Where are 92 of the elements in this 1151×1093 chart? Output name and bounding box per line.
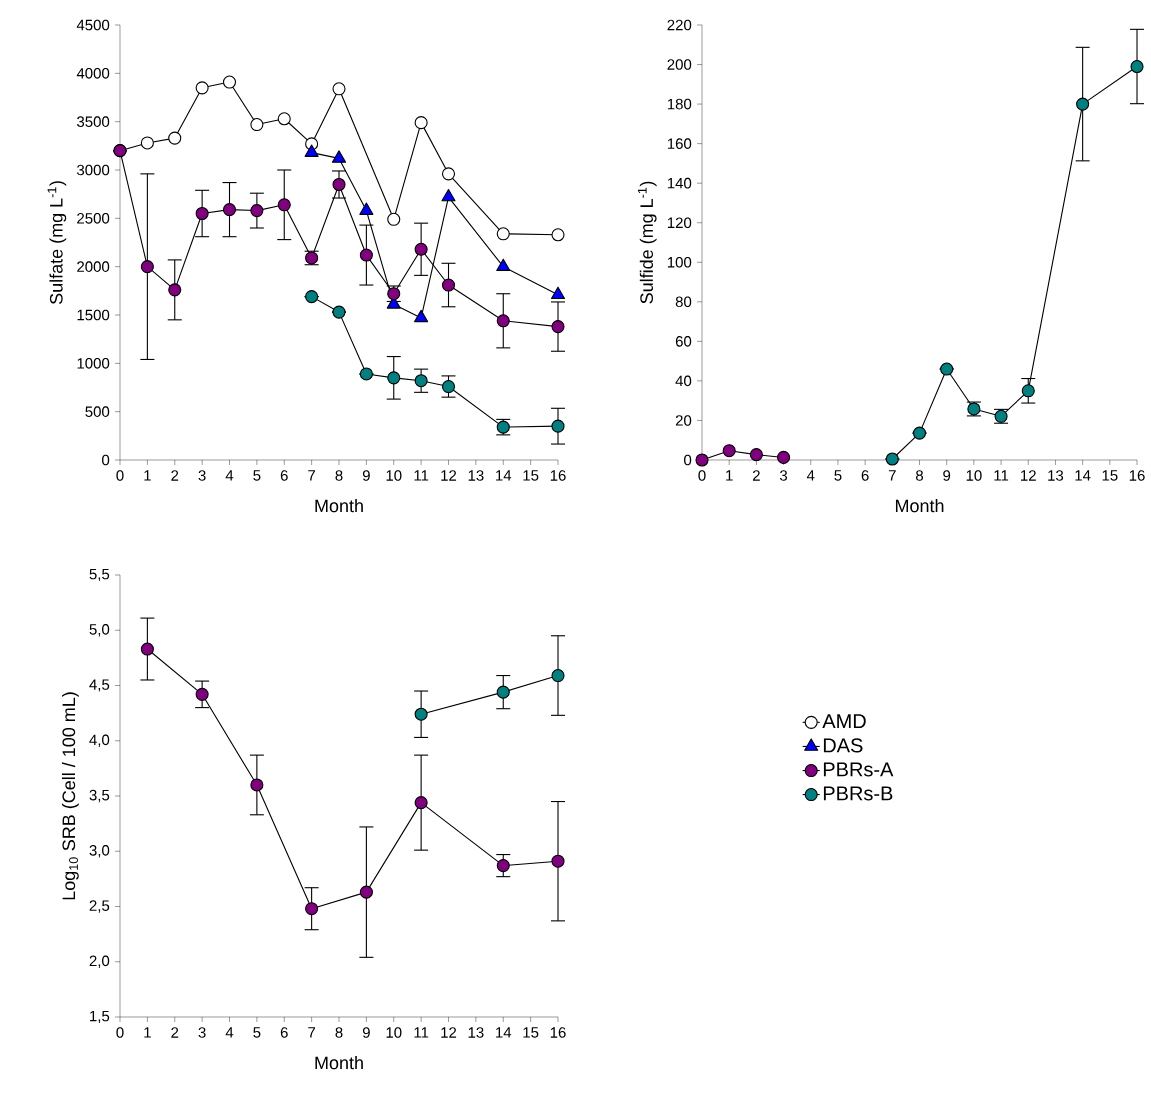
y-tick-label: 1500 [77,309,110,321]
x-tick-label: 3 [198,470,206,481]
y-tick-label: 2,0 [89,955,110,968]
y-tick-label: 20 [675,415,692,426]
x-tick-label: 13 [468,470,484,481]
y-tick-label: 200 [667,59,692,70]
x-axis-title: Month [315,1056,363,1070]
y-tick-label: 3,5 [89,789,110,803]
y-tick-label: 0 [684,454,692,466]
x-tick-label: 10 [386,470,402,481]
x-tick-label: 3 [779,470,788,481]
x-tick-label: 13 [1048,470,1064,481]
x-tick-label: 5 [834,470,842,481]
x-tick-label: 11 [414,1027,429,1038]
x-tick-label: 12 [1021,470,1036,481]
legend-label: PBRs-A [823,762,894,777]
y-axis-title: Sulfate (mg L$^{-1}$) [47,181,67,305]
y-tick-label: 60 [675,336,692,347]
y-tick-label: 120 [667,217,692,229]
x-tick-label: 15 [523,470,539,481]
x-tick-label: 14 [1075,470,1091,481]
y-tick-label: 2500 [77,213,110,224]
y-tick-label: 160 [667,138,692,149]
x-tick-label: 4 [225,1027,234,1038]
y-tick-label: 3000 [77,164,110,176]
x-tick-label: 6 [861,470,869,481]
x-tick-label: 0 [698,470,706,481]
x-tick-label: 10 [386,1027,402,1038]
x-tick-label: 16 [550,1027,566,1038]
y-axis-title: Log$_{10}$ SRB (Cell / 100 mL) [61,692,79,900]
x-tick-label: 12 [441,470,457,481]
x-tick-label: 6 [280,470,288,481]
y-tick-label: 3500 [77,116,110,127]
x-tick-label: 9 [362,1027,370,1038]
x-tick-label: 2 [171,1027,179,1038]
y-tick-label: 1000 [77,358,110,369]
y-tick-label: 4500 [76,19,110,31]
y-tick-label: 140 [667,177,692,189]
x-tick-label: 9 [943,470,951,481]
x-tick-label: 8 [916,470,924,481]
x-tick-label: 11 [994,470,1009,481]
x-tick-label: 0 [116,470,124,481]
y-tick-label: 2,5 [89,900,110,913]
y-tick-label: 2000 [77,261,110,272]
x-tick-label: 7 [308,1027,316,1038]
x-tick-label: 2 [171,470,179,481]
legend-label: AMD [822,714,866,729]
x-tick-label: 5 [253,1027,261,1038]
x-tick-label: 16 [1129,470,1145,481]
x-tick-label: 10 [966,470,982,481]
y-tick-label: 500 [85,406,110,417]
x-axis-title: Month [315,499,363,513]
x-tick-label: 7 [308,470,316,481]
x-tick-label: 8 [335,1027,343,1038]
legend-label: PBRs-B [823,786,893,801]
x-tick-label: 16 [550,470,566,481]
legend-label: DAS [823,738,863,753]
x-tick-label: 4 [806,470,815,481]
y-tick-label: 40 [675,375,692,387]
y-tick-label: 220 [667,19,692,31]
x-tick-label: 13 [468,1027,484,1038]
y-tick-label: 1,5 [90,1010,110,1024]
x-tick-label: 1 [726,470,733,481]
y-tick-label: 3,0 [89,845,110,858]
x-tick-label: 7 [888,470,896,481]
x-tick-label: 4 [225,470,234,481]
x-tick-label: 3 [198,1027,206,1038]
y-tick-label: 5,5 [89,568,110,582]
x-tick-label: 15 [1102,470,1118,481]
x-tick-label: 11 [414,470,429,481]
y-tick-label: 0 [102,454,110,466]
x-tick-label: 6 [280,1027,288,1038]
x-tick-label: 14 [496,1027,512,1038]
x-tick-label: 1 [144,1027,151,1038]
x-tick-label: 12 [441,1027,457,1038]
x-tick-label: 9 [362,470,370,481]
y-axis-title: Sulfide (mg L$^{-1}$) [637,181,657,304]
x-tick-label: 8 [335,470,343,481]
y-tick-label: 180 [667,98,692,110]
x-tick-label: 15 [523,1027,539,1038]
x-tick-label: 5 [253,470,261,481]
x-tick-label: 2 [752,470,760,481]
y-tick-label: 80 [675,296,692,308]
x-tick-label: 14 [496,470,512,481]
y-tick-label: 4,5 [89,679,110,692]
x-axis-title: Month [895,499,944,513]
x-tick-label: 0 [116,1027,124,1038]
x-tick-label: 1 [144,470,151,481]
y-tick-label: 100 [667,256,692,268]
y-tick-label: 4000 [76,68,110,79]
y-tick-label: 4,0 [89,734,110,747]
y-tick-label: 5,0 [89,624,110,637]
